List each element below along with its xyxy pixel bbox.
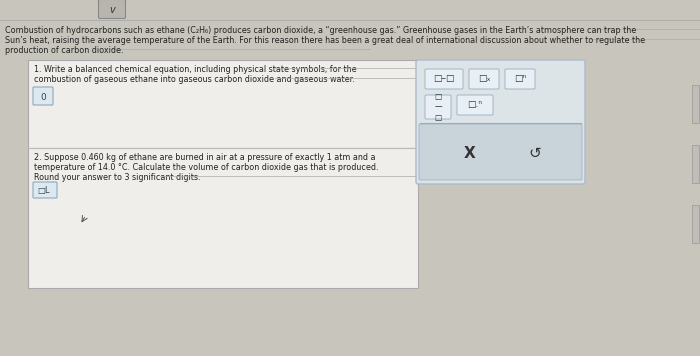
- Bar: [692, 145, 699, 183]
- Text: production of carbon dioxide.: production of carbon dioxide.: [5, 46, 123, 55]
- FancyBboxPatch shape: [33, 87, 53, 105]
- Text: □
—
□: □ — □: [434, 92, 442, 122]
- Text: X: X: [464, 146, 476, 161]
- Text: Sun’s heat, raising the average temperature of the Earth. For this reason there : Sun’s heat, raising the average temperat…: [5, 36, 645, 45]
- Text: Round your answer to 3 significant digits.: Round your answer to 3 significant digit…: [34, 173, 200, 182]
- FancyBboxPatch shape: [457, 95, 493, 115]
- Text: □–□: □–□: [433, 74, 455, 84]
- Text: temperature of 14.0 °C. Calculate the volume of carbon dioxide gas that is produ: temperature of 14.0 °C. Calculate the vo…: [34, 163, 379, 172]
- Text: 1. Write a balanced chemical equation, including physical state symbols, for the: 1. Write a balanced chemical equation, i…: [34, 65, 356, 74]
- Bar: [692, 85, 699, 123]
- FancyBboxPatch shape: [505, 69, 535, 89]
- FancyBboxPatch shape: [469, 69, 499, 89]
- Text: ↺: ↺: [528, 146, 541, 161]
- Text: 2. Suppose 0.460 kg of ethane are burned in air at a pressure of exactly 1 atm a: 2. Suppose 0.460 kg of ethane are burned…: [34, 153, 375, 162]
- Text: □ₓ: □ₓ: [477, 74, 490, 84]
- FancyBboxPatch shape: [425, 69, 463, 89]
- Text: v: v: [109, 5, 115, 15]
- Bar: [692, 205, 699, 243]
- Text: 0: 0: [40, 93, 46, 101]
- Text: □.ⁿ: □.ⁿ: [468, 100, 482, 110]
- FancyBboxPatch shape: [416, 60, 585, 184]
- FancyBboxPatch shape: [419, 124, 582, 180]
- Text: □L: □L: [37, 187, 50, 195]
- Text: □ⁿ: □ⁿ: [514, 74, 526, 84]
- Bar: [28, 60, 418, 148]
- FancyBboxPatch shape: [425, 95, 451, 119]
- FancyBboxPatch shape: [33, 182, 57, 198]
- Text: Combustion of hydrocarbons such as ethane (C₂H₆) produces carbon dioxide, a “gre: Combustion of hydrocarbons such as ethan…: [5, 26, 636, 35]
- Bar: [28, 148, 418, 288]
- FancyBboxPatch shape: [99, 0, 125, 19]
- Text: combustion of gaseous ethane into gaseous carbon dioxide and gaseous water.: combustion of gaseous ethane into gaseou…: [34, 75, 355, 84]
